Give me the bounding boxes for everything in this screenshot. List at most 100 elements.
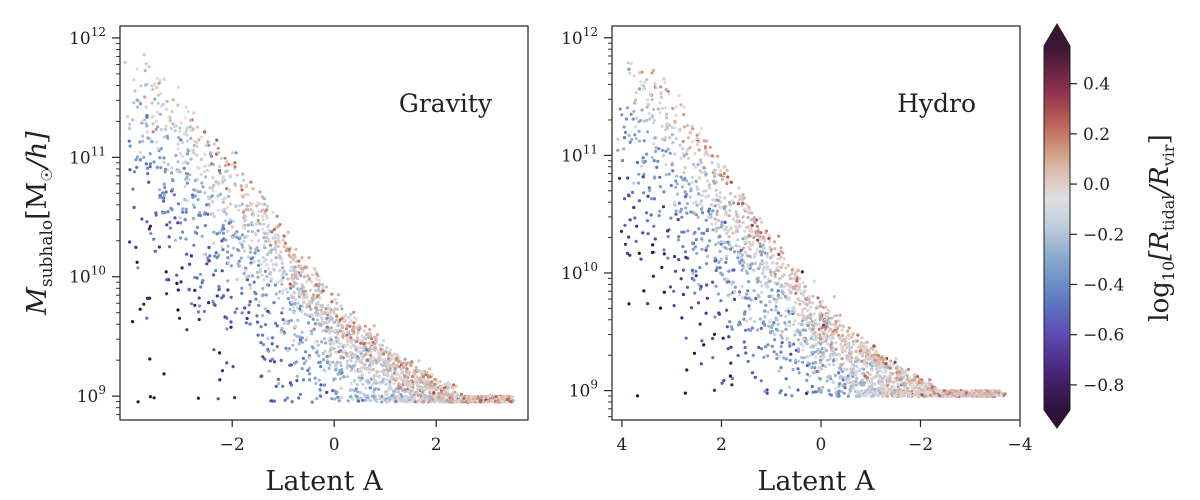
scatter-point bbox=[747, 280, 751, 284]
scatter-point bbox=[212, 273, 216, 277]
scatter-point bbox=[301, 356, 305, 360]
scatter-point bbox=[677, 94, 681, 98]
scatter-point bbox=[363, 353, 367, 357]
scatter-point bbox=[211, 176, 215, 180]
scatter-point bbox=[301, 285, 306, 289]
scatter-point bbox=[805, 338, 809, 343]
scatter-point bbox=[235, 235, 239, 239]
scatter-point bbox=[702, 231, 706, 236]
scatter-point bbox=[653, 237, 657, 241]
scatter-point bbox=[267, 250, 271, 255]
scatter-point bbox=[633, 133, 637, 137]
scatter-point bbox=[296, 301, 300, 305]
scatter-point bbox=[736, 250, 741, 254]
scatter-point bbox=[770, 288, 774, 292]
scatter-point bbox=[784, 357, 788, 361]
scatter-point bbox=[626, 176, 630, 180]
scatter-point bbox=[285, 290, 290, 294]
scatter-point bbox=[784, 393, 788, 397]
scatter-point bbox=[713, 217, 717, 221]
scatter-point bbox=[775, 268, 779, 272]
scatter-point bbox=[369, 353, 373, 357]
scatter-point bbox=[128, 168, 132, 172]
scatter-point bbox=[190, 302, 194, 306]
scatter-point bbox=[818, 377, 822, 381]
scatter-point bbox=[857, 394, 861, 398]
scatter-point bbox=[664, 88, 668, 92]
x-tick-label: 2 bbox=[431, 435, 442, 455]
scatter-point bbox=[862, 383, 866, 387]
scatter-point bbox=[654, 146, 658, 150]
scatter-point bbox=[892, 380, 896, 384]
scatter-point bbox=[156, 93, 160, 97]
scatter-point bbox=[165, 278, 169, 282]
scatter-point bbox=[871, 387, 875, 391]
scatter-point bbox=[301, 270, 305, 274]
scatter-point bbox=[453, 396, 457, 400]
scatter-point bbox=[866, 378, 870, 382]
scatter-point bbox=[814, 343, 818, 347]
scatter-point bbox=[173, 216, 177, 220]
scatter-point bbox=[241, 195, 245, 199]
scatter-point bbox=[286, 230, 290, 234]
scatter-point bbox=[899, 377, 903, 381]
scatter-point bbox=[138, 158, 142, 162]
scatter-point bbox=[773, 275, 777, 279]
scatter-point bbox=[321, 351, 325, 355]
scatter-point bbox=[856, 333, 860, 337]
scatter-point bbox=[145, 166, 149, 170]
scatter-point bbox=[384, 370, 388, 374]
scatter-point bbox=[280, 290, 284, 294]
scatter-point bbox=[241, 172, 245, 176]
scatter-point bbox=[625, 251, 630, 255]
scatter-point bbox=[167, 245, 172, 249]
scatter-point bbox=[667, 172, 671, 176]
scatter-point bbox=[311, 273, 315, 277]
scatter-point bbox=[652, 224, 656, 228]
scatter-point bbox=[900, 369, 904, 373]
scatter-point bbox=[829, 338, 833, 342]
scatter-point bbox=[316, 274, 320, 278]
scatter-point bbox=[157, 245, 161, 249]
scatter-point bbox=[416, 400, 420, 404]
scatter-point bbox=[704, 150, 708, 154]
scatter-point bbox=[769, 270, 773, 274]
scatter-point bbox=[685, 201, 690, 206]
scatter-point bbox=[720, 220, 724, 224]
scatter-point bbox=[309, 329, 314, 333]
scatter-point bbox=[913, 389, 917, 393]
scatter-point bbox=[216, 194, 220, 198]
scatter-point bbox=[662, 252, 666, 256]
scatter-point bbox=[161, 191, 165, 195]
scatter-point bbox=[348, 395, 352, 399]
scatter-point bbox=[680, 230, 684, 234]
scatter-point bbox=[398, 386, 402, 390]
scatter-point bbox=[339, 342, 343, 346]
scatter-point bbox=[670, 125, 674, 130]
scatter-point bbox=[432, 395, 436, 399]
scatter-point bbox=[812, 312, 817, 316]
scatter-point bbox=[243, 235, 247, 239]
scatter-point bbox=[819, 355, 823, 359]
scatter-point bbox=[388, 387, 392, 391]
scatter-point bbox=[675, 182, 679, 186]
scatter-point bbox=[642, 172, 646, 176]
scatter-point bbox=[317, 378, 321, 382]
scatter-point bbox=[162, 135, 166, 139]
scatter-point bbox=[733, 231, 737, 235]
scatter-point bbox=[373, 348, 377, 352]
scatter-point bbox=[894, 357, 898, 361]
scatter-point bbox=[616, 137, 620, 141]
scatter-point bbox=[300, 367, 304, 371]
scatter-point bbox=[642, 119, 646, 123]
scatter-point bbox=[259, 262, 263, 266]
scatter-point bbox=[358, 326, 362, 331]
scatter-point bbox=[821, 351, 825, 355]
scatter-point bbox=[256, 213, 260, 218]
scatter-point bbox=[300, 256, 304, 260]
scatter-point bbox=[775, 282, 779, 286]
scatter-point bbox=[349, 351, 353, 355]
scatter-point bbox=[636, 181, 641, 185]
scatter-point bbox=[295, 374, 299, 378]
scatter-point bbox=[188, 262, 192, 266]
